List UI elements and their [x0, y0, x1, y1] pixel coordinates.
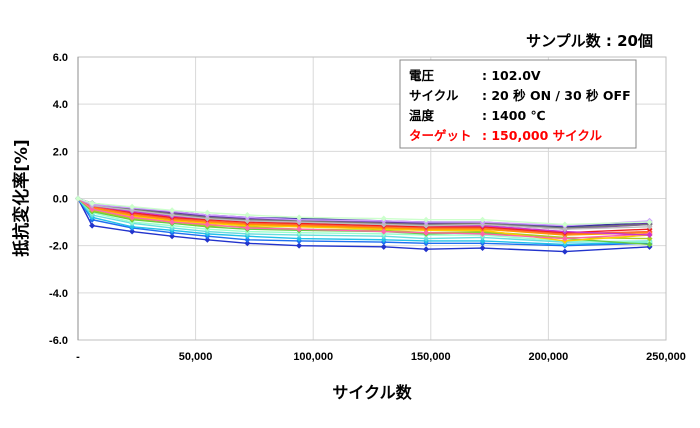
data-point: [479, 245, 486, 252]
x-axis-label: サイクル数: [332, 383, 412, 402]
data-point: [423, 229, 430, 236]
data-point: [204, 221, 211, 228]
data-point: [244, 240, 251, 247]
data-point: [423, 246, 430, 253]
data-point: [169, 233, 176, 240]
data-point: [89, 222, 96, 229]
data-point: [423, 235, 430, 242]
data-point: [380, 215, 387, 222]
data-point: [244, 212, 251, 219]
data-point: [89, 206, 96, 213]
series-line-8: [77, 197, 650, 242]
x-tick-label: 150,000: [411, 351, 451, 363]
data-point: [561, 226, 568, 233]
info-label-target: ターゲット: [409, 128, 472, 143]
y-tick-label: -6.0: [49, 335, 68, 347]
series-line-6: [77, 197, 650, 246]
data-point: [204, 215, 211, 222]
series-line-3: [77, 198, 650, 246]
series-line-12: [77, 197, 650, 240]
series-line-5: [77, 198, 650, 243]
data-point: [380, 221, 387, 228]
data-point: [561, 248, 568, 255]
series-line-19: [77, 197, 650, 227]
info-value-target: : 150,000 サイクル: [482, 128, 603, 143]
x-tick-label: 50,000: [179, 351, 213, 363]
y-tick-label: -4.0: [49, 288, 68, 300]
x-tick-label: -: [76, 351, 80, 363]
info-label-voltage: 電圧: [409, 68, 435, 83]
data-point: [646, 235, 653, 242]
info-value-temperature: : 1400 ℃: [482, 108, 546, 123]
data-point: [479, 230, 486, 237]
data-point: [244, 236, 251, 243]
tick-labels: 6.0 4.0 2.0 0.0 -2.0 -4.0 -6.0- 50,000 100,000 15…: [49, 52, 686, 363]
data-point: [380, 236, 387, 243]
data-point: [479, 237, 486, 244]
info-box-frame: [399, 59, 637, 149]
y-tick-label: 2.0: [53, 146, 68, 158]
data-point: [169, 219, 176, 226]
data-point: [129, 214, 136, 221]
y-tick-label: 4.0: [53, 99, 68, 111]
series-line-1: [77, 198, 650, 253]
data-point: [296, 235, 303, 242]
data-point: [296, 214, 303, 221]
data-point: [646, 232, 653, 239]
data-point: [479, 216, 486, 223]
info-label-cycle: サイクル: [409, 88, 459, 103]
x-tick-label: 250,000: [646, 351, 686, 363]
data-point: [380, 228, 387, 235]
x-tick-label: 200,000: [529, 351, 569, 363]
data-point: [244, 224, 251, 231]
y-tick-label: 6.0: [53, 52, 68, 64]
data-point: [561, 221, 568, 228]
data-point: [296, 242, 303, 249]
series-line-10: [77, 197, 650, 235]
data-point: [296, 226, 303, 233]
y-tick-label: 0.0: [53, 194, 68, 206]
data-point: [423, 222, 430, 229]
data-point: [129, 228, 136, 235]
data-point: [169, 207, 176, 214]
series-group: [75, 195, 653, 255]
y-axis-label: 抵抗変化率[%]: [11, 139, 32, 257]
data-point: [204, 209, 211, 216]
data-point: [129, 203, 136, 210]
info-label-temperature: 温度: [409, 108, 435, 123]
data-point: [646, 241, 653, 248]
data-point: [129, 223, 136, 230]
data-point: [204, 236, 211, 243]
data-point: [423, 216, 430, 223]
data-point: [646, 223, 653, 230]
data-point: [75, 195, 81, 202]
data-point: [244, 217, 251, 224]
series-line-20: [77, 197, 650, 226]
series-line-2: [77, 198, 650, 247]
series-line-4: [77, 198, 650, 243]
series-line-11: [77, 197, 650, 234]
info-value-cycle: : 20 秒 ON / 30 秒 OFF: [482, 88, 631, 103]
data-point: [169, 212, 176, 219]
data-point: [89, 200, 96, 207]
series-line-9: [77, 197, 650, 236]
data-point: [646, 219, 653, 226]
sample-count-label: サンプル数 : 20個: [526, 32, 653, 50]
series-line-18: [77, 197, 650, 230]
y-tick-label: -2.0: [49, 241, 68, 253]
x-tick-label: 100,000: [293, 351, 333, 363]
info-box: 電圧 : 102.0V サイクル : 20 秒 ON / 30 秒 OFF 温度…: [399, 59, 637, 149]
data-point: [380, 243, 387, 250]
series-line-17: [77, 197, 650, 229]
data-point: [561, 235, 568, 242]
info-value-voltage: : 102.0V: [482, 68, 541, 83]
